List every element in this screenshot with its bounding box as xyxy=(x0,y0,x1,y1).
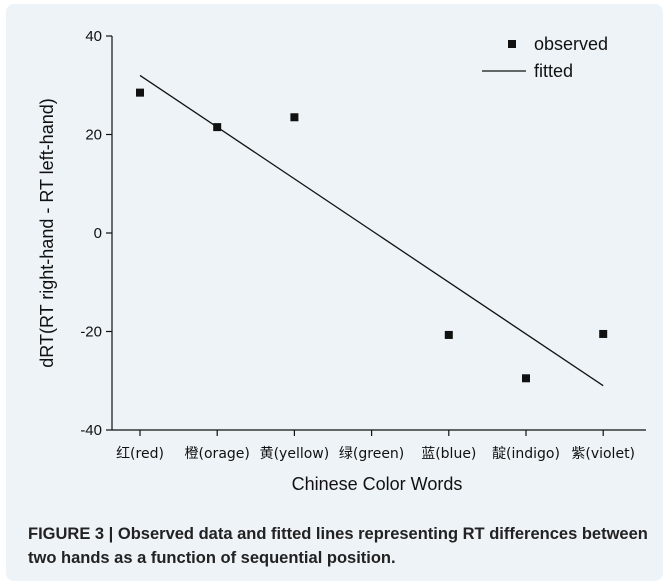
y-axis-title: dRT(RT right-hand - RT left-hand) xyxy=(37,98,57,367)
legend: observed fitted xyxy=(482,34,608,81)
observed-point xyxy=(290,113,299,122)
observed-point xyxy=(444,330,453,339)
legend-marker-observed xyxy=(508,40,516,48)
observed-point xyxy=(522,374,530,383)
y-tick-label: -20 xyxy=(80,324,102,341)
legend-label-fitted: fitted xyxy=(534,61,573,81)
fitted-series xyxy=(139,74,604,387)
x-tick-label: 橙(orage) xyxy=(185,446,250,462)
x-tick-label: 绿(green) xyxy=(339,446,404,462)
observed-point xyxy=(136,88,144,97)
y-tick-label: 0 xyxy=(94,225,102,242)
observed-point xyxy=(213,123,222,132)
observed-point xyxy=(599,329,608,338)
x-tick-label: 蓝(blue) xyxy=(421,446,476,462)
x-axis-title: Chinese Color Words xyxy=(292,474,463,494)
y-tick-label: -40 xyxy=(80,422,102,439)
x-tick-label: 紫(violet) xyxy=(571,446,635,462)
chart: 40 20 0 -20 -40 红(red) 橙(orage) 黄(yellow) 绿(gre… xyxy=(37,28,646,494)
legend-label-observed: observed xyxy=(534,34,608,54)
x-ticks: 红(red) 橙(orage) 黄(yellow) 绿(green) 蓝(blue) 靛(… xyxy=(116,430,635,462)
x-tick-label: 靛(indigo) xyxy=(492,446,560,462)
axes xyxy=(111,36,646,431)
y-tick-label: 40 xyxy=(85,28,102,45)
figure-caption: FIGURE 3 | Observed data and fitted line… xyxy=(28,525,648,567)
y-tick-label: 20 xyxy=(85,127,102,144)
observed-series xyxy=(136,88,608,383)
y-ticks: 40 20 0 -20 -40 xyxy=(80,28,112,439)
x-tick-label: 黄(yellow) xyxy=(260,445,330,462)
fitted-line xyxy=(139,74,604,387)
figure-panel: 40 20 0 -20 -40 红(red) 橙(orage) 黄(yellow) 绿(gre… xyxy=(6,4,663,581)
x-tick-label: 红(red) xyxy=(116,446,164,462)
